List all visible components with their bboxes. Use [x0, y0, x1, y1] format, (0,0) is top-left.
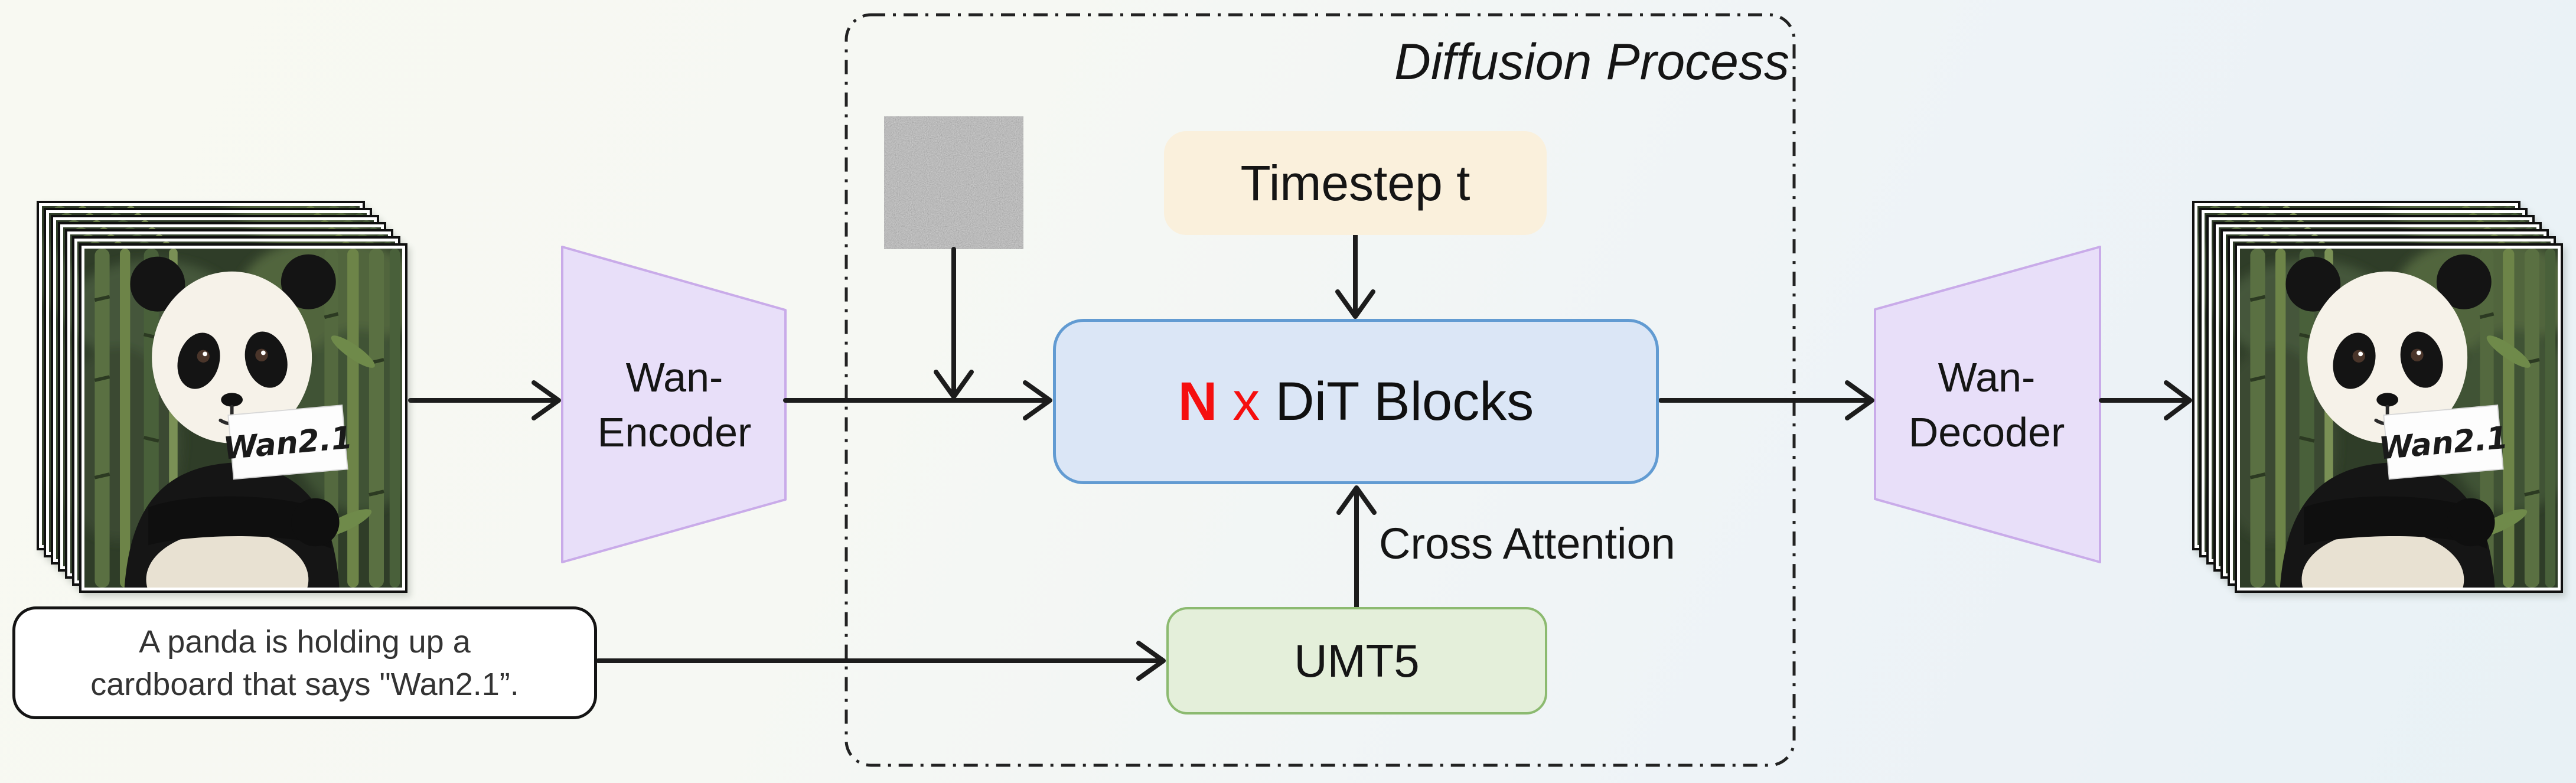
dit-n-count: N: [1178, 371, 1218, 432]
diffusion-process-dashed-border: [844, 13, 1796, 767]
dit-blocks-label: DiT Blocks: [1275, 371, 1534, 432]
video-frame-front: [2235, 243, 2563, 593]
prompt-text-box: A panda is holding up a cardboard that s…: [12, 606, 597, 719]
cross-attention-label: Cross Attention: [1379, 519, 1675, 568]
decoder-label-line1: Wan-: [1938, 354, 2036, 400]
decoder-label-line2: Decoder: [1908, 409, 2065, 455]
timestep-box: Timestep t: [1164, 131, 1547, 235]
umt5-label: UMT5: [1294, 634, 1420, 687]
diffusion-process-title: Diffusion Process: [1394, 34, 1789, 90]
wan-decoder-label: Wan- Decoder: [1880, 346, 2093, 464]
gaussian-noise-image: [884, 116, 1023, 249]
umt5-box: UMT5: [1166, 607, 1547, 715]
wan-encoder-label: Wan- Encoder: [568, 346, 781, 464]
encoder-label-line2: Encoder: [597, 409, 752, 455]
encoder-label-line1: Wan-: [625, 354, 723, 400]
video-frame-front: [79, 243, 407, 593]
prompt-line1: A panda is holding up a: [139, 624, 471, 660]
wan-encoder-trapezoid: [561, 246, 787, 563]
wan-decoder-trapezoid: [1874, 246, 2101, 563]
flow-arrows: [408, 233, 2192, 681]
timestep-label: Timestep t: [1240, 155, 1470, 211]
prompt-line2: cardboard that says "Wan2.1”.: [90, 666, 519, 702]
dit-blocks-box: N x DiT Blocks: [1053, 319, 1659, 484]
dit-times-symbol: x: [1232, 371, 1260, 432]
